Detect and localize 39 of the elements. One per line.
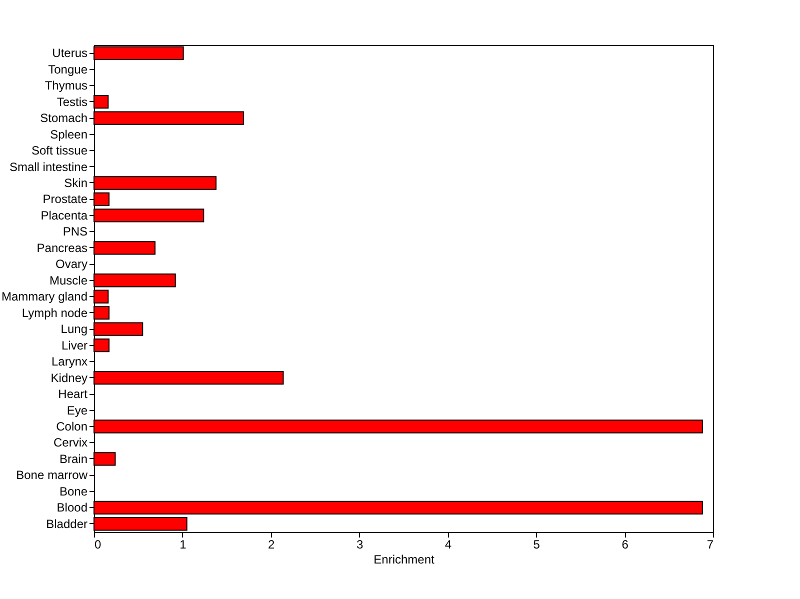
y-tick-label: Uterus — [52, 46, 88, 60]
y-tick-label: Bone marrow — [16, 468, 88, 482]
x-tick-label: 1 — [180, 538, 187, 552]
y-tick-label: Bone — [59, 484, 88, 498]
y-tick-label: Cervix — [53, 436, 88, 450]
y-tick-label: Eye — [66, 403, 88, 418]
x-tick-label: 6 — [622, 538, 629, 552]
y-tick-label: Skin — [64, 176, 88, 190]
y-tick-label: Soft tissue — [31, 144, 88, 158]
y-tick-label: Mammary gland — [1, 290, 88, 304]
y-tick-label: Small intestine — [9, 160, 88, 174]
y-tick-label: Kidney — [50, 370, 88, 385]
y-tick-label: Muscle — [49, 273, 88, 288]
y-tick-label: Bladder — [46, 516, 88, 531]
y-tick-label: PNS — [62, 224, 88, 239]
y-tick-label: Blood — [56, 500, 88, 515]
x-tick-label: 7 — [706, 538, 714, 552]
x-tick-label: 5 — [533, 538, 540, 552]
x-tick-label: 2 — [268, 538, 276, 552]
y-tick-label: Colon — [56, 419, 88, 434]
y-tick-label: Stomach — [40, 111, 88, 126]
y-tick-label: Lymph node — [22, 306, 88, 320]
y-tick-label: Heart — [58, 387, 88, 402]
y-tick-label: Pancreas — [36, 240, 88, 255]
y-tick-label: Testis — [56, 94, 88, 109]
y-tick-label: Ovary — [55, 257, 88, 272]
y-tick-label: Tongue — [48, 62, 88, 76]
y-tick-label: Lung — [60, 322, 88, 336]
y-tick-label: Spleen — [50, 127, 88, 142]
y-tick-label: Prostate — [42, 192, 88, 206]
y-tick-label: Larynx — [51, 354, 88, 369]
x-tick-label: 3 — [356, 538, 364, 552]
y-tick-label: Thymus — [44, 78, 88, 93]
y-tick-label: Liver — [61, 338, 88, 352]
x-axis-title: Enrichment — [374, 552, 436, 566]
x-tick-label: 0 — [94, 538, 102, 552]
y-tick-label: Placenta — [40, 208, 88, 222]
y-tick-label: Brain — [59, 452, 88, 466]
x-tick-label: 4 — [444, 538, 452, 552]
